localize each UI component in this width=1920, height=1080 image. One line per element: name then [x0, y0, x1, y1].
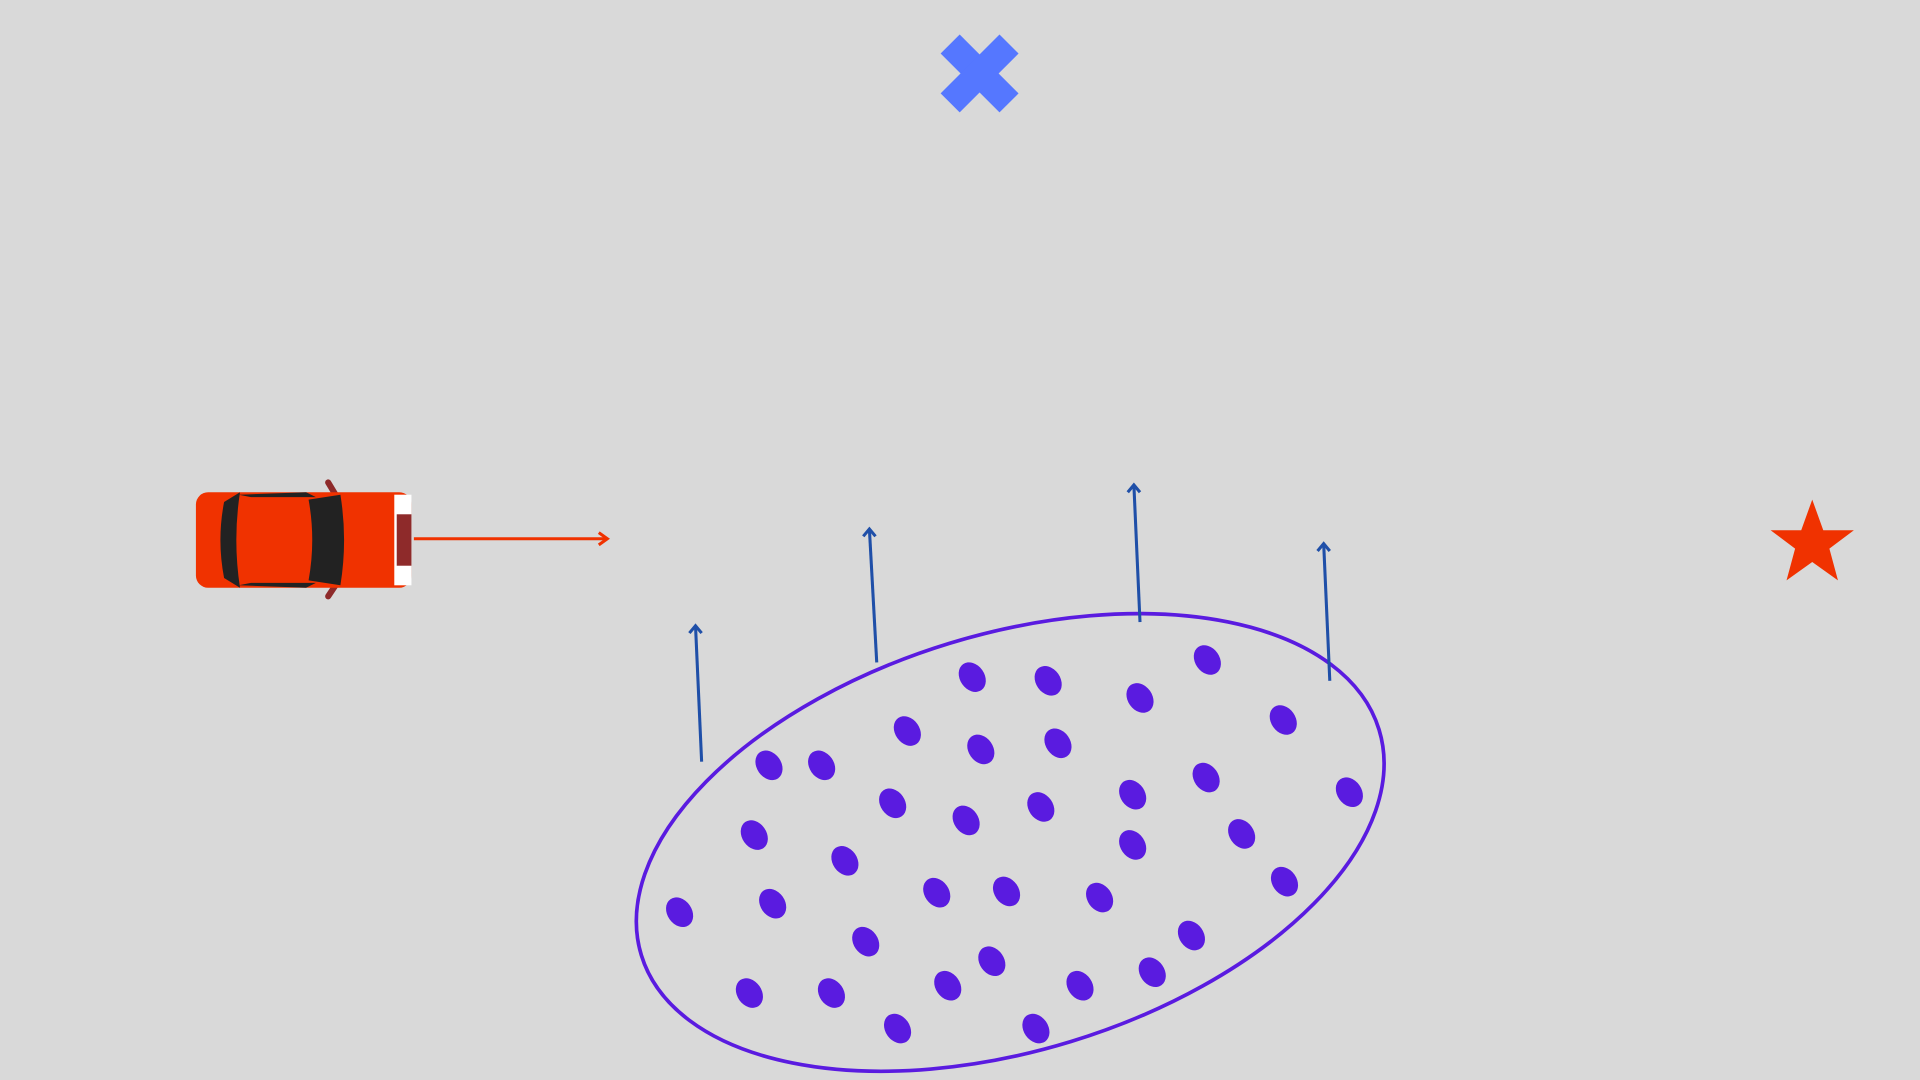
region-outline [634, 611, 1386, 1074]
region-dots [666, 645, 1363, 1044]
region-arrows [688, 482, 1332, 762]
dot [1119, 779, 1147, 810]
dot [879, 788, 907, 819]
blue-cross [940, 34, 1019, 113]
arrow-shaft [693, 625, 704, 762]
dot [1193, 645, 1221, 675]
grille [396, 514, 412, 566]
dot [1192, 762, 1220, 793]
dot [1138, 957, 1166, 988]
dot [1269, 705, 1297, 735]
arrow-head [1126, 482, 1142, 494]
dot [958, 662, 986, 692]
arrow-shaft [1322, 543, 1332, 681]
dot [1066, 970, 1094, 1001]
rear-window [220, 492, 240, 588]
dot [831, 846, 859, 876]
dot [952, 805, 980, 836]
arrow-head [688, 623, 703, 635]
dot [1126, 683, 1154, 713]
dot [1335, 777, 1363, 808]
dot [666, 897, 694, 928]
dot [1119, 830, 1147, 860]
car-body [195, 492, 412, 588]
dot [735, 978, 763, 1008]
dot [1044, 728, 1072, 759]
roof-edge [238, 582, 316, 588]
red-star [1770, 499, 1854, 581]
car-heading-arrow [413, 531, 610, 547]
dot [893, 716, 921, 746]
dot [1027, 792, 1055, 822]
arrow-shaft [867, 528, 879, 663]
dot [883, 1013, 912, 1044]
dot [967, 734, 995, 765]
cross-bar [940, 34, 1019, 113]
dot [923, 877, 951, 908]
dot [1270, 866, 1299, 897]
dot [1086, 882, 1114, 913]
dot [1034, 666, 1062, 696]
dot [1228, 819, 1256, 849]
arrow-head [862, 526, 877, 538]
dot [1177, 920, 1205, 951]
arrow-head [597, 531, 610, 547]
dot [1022, 1013, 1050, 1044]
windshield [308, 494, 345, 586]
dot [934, 970, 962, 1001]
dot [759, 888, 787, 919]
arrow-shaft [1132, 484, 1142, 623]
dot [978, 946, 1006, 977]
dot [740, 820, 768, 850]
dot [992, 876, 1021, 907]
roof-edge [238, 492, 316, 498]
car [195, 479, 412, 600]
arrow-head [1316, 541, 1331, 553]
dot [755, 750, 783, 781]
dot [817, 978, 845, 1008]
dot [808, 750, 836, 781]
dot [852, 926, 880, 957]
